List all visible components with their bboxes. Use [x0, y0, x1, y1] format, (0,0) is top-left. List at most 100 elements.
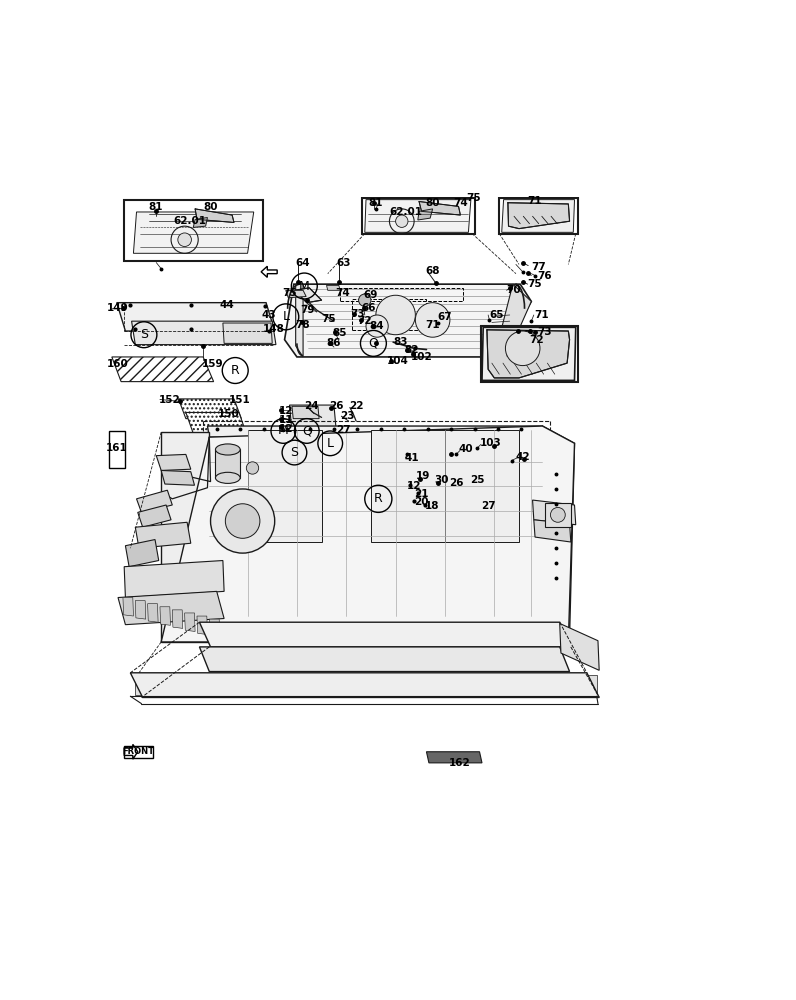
Polygon shape [285, 284, 531, 357]
Text: 67: 67 [438, 312, 452, 322]
Polygon shape [506, 457, 531, 480]
Text: 76: 76 [537, 271, 552, 281]
Text: 75: 75 [322, 314, 336, 324]
Text: 26: 26 [449, 478, 463, 488]
Circle shape [366, 315, 388, 337]
Text: 81: 81 [149, 202, 163, 212]
Bar [361, 198, 474, 234]
Circle shape [416, 303, 450, 337]
Text: 150: 150 [218, 409, 240, 419]
Circle shape [178, 233, 191, 247]
Text: 68: 68 [425, 266, 439, 276]
Polygon shape [501, 200, 575, 232]
Polygon shape [134, 212, 254, 253]
Text: 75: 75 [528, 279, 542, 289]
Text: 44: 44 [220, 300, 235, 310]
Text: 23: 23 [340, 411, 354, 421]
Text: 63: 63 [337, 258, 351, 268]
Bar [481, 326, 578, 382]
Bar [135, 675, 156, 695]
Polygon shape [131, 321, 276, 345]
Text: S: S [291, 446, 298, 459]
Text: 71: 71 [528, 196, 542, 206]
Polygon shape [482, 327, 576, 380]
Text: 103: 103 [479, 438, 501, 448]
Polygon shape [290, 405, 337, 432]
Polygon shape [172, 610, 183, 628]
Bar [472, 675, 493, 695]
Bar [447, 675, 467, 695]
Polygon shape [450, 441, 506, 469]
Polygon shape [178, 399, 241, 419]
Text: 149: 149 [107, 303, 129, 313]
Circle shape [225, 504, 259, 538]
Text: 104: 104 [387, 356, 409, 366]
Text: 78: 78 [295, 320, 310, 330]
Polygon shape [209, 619, 220, 638]
Ellipse shape [216, 444, 240, 455]
Text: FRONT: FRONT [123, 747, 154, 756]
Text: 80: 80 [203, 202, 217, 212]
Bar [124, 200, 263, 261]
Text: 72: 72 [357, 316, 372, 326]
Circle shape [505, 331, 540, 366]
Text: 80: 80 [425, 198, 439, 208]
Text: 85: 85 [333, 328, 347, 338]
Polygon shape [161, 426, 575, 642]
Text: 27: 27 [481, 501, 495, 511]
Polygon shape [156, 454, 191, 470]
Bar [499, 198, 578, 234]
Bar [124, 746, 153, 758]
Polygon shape [494, 284, 531, 357]
Polygon shape [160, 607, 170, 625]
Text: 75: 75 [466, 193, 481, 203]
Polygon shape [126, 540, 158, 567]
Polygon shape [560, 623, 599, 670]
Text: 70: 70 [506, 285, 521, 295]
Text: 74: 74 [335, 288, 350, 298]
Polygon shape [193, 218, 208, 227]
Polygon shape [533, 500, 576, 525]
Text: S: S [140, 328, 148, 341]
Bar [353, 299, 427, 330]
Text: 73: 73 [350, 309, 365, 319]
Text: 12: 12 [279, 424, 293, 434]
Text: 84: 84 [369, 321, 384, 331]
Bar [576, 675, 597, 695]
Polygon shape [216, 449, 240, 478]
Text: 62.01: 62.01 [174, 216, 206, 226]
Text: L: L [326, 437, 334, 450]
Text: 26: 26 [329, 401, 344, 411]
Bar [340, 288, 463, 301]
Polygon shape [261, 266, 277, 277]
Text: 74: 74 [453, 198, 468, 208]
Polygon shape [418, 209, 433, 220]
Text: 27: 27 [337, 425, 351, 435]
Polygon shape [326, 285, 340, 290]
Polygon shape [427, 752, 482, 763]
Text: 75: 75 [282, 288, 297, 298]
Text: 148: 148 [263, 324, 284, 334]
Circle shape [210, 489, 275, 553]
Polygon shape [161, 432, 209, 642]
Bar [109, 431, 126, 468]
Text: 24: 24 [304, 401, 319, 411]
Bar [420, 675, 441, 695]
Bar [291, 675, 312, 695]
Circle shape [246, 462, 259, 474]
Text: R: R [374, 492, 383, 505]
Circle shape [376, 295, 416, 335]
Bar [161, 675, 182, 695]
Text: 162: 162 [449, 758, 470, 768]
Text: 77: 77 [531, 262, 546, 272]
Bar [524, 675, 545, 695]
Polygon shape [534, 520, 571, 542]
Polygon shape [123, 598, 134, 616]
Polygon shape [295, 288, 322, 303]
Polygon shape [147, 604, 158, 622]
Text: 25: 25 [470, 475, 484, 485]
Polygon shape [223, 323, 272, 343]
Text: 12: 12 [407, 481, 421, 491]
Bar [394, 675, 416, 695]
Polygon shape [443, 438, 519, 467]
